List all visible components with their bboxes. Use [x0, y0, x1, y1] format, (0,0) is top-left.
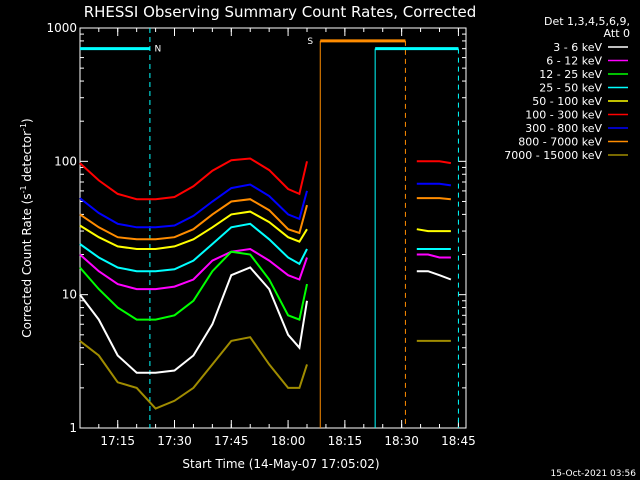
- legend-label: 100 - 300 keV: [525, 109, 602, 122]
- x-tick-label: 18:45: [441, 434, 476, 448]
- x-tick-label: 18:15: [328, 434, 363, 448]
- x-tick-label: 18:30: [384, 434, 419, 448]
- series-line: [79, 198, 308, 241]
- series-line: [79, 250, 308, 321]
- legend-header-att: Att 0: [604, 27, 630, 40]
- y-tick-label: 1000: [46, 21, 77, 35]
- series-line: [416, 228, 451, 233]
- series-line: [79, 157, 308, 201]
- x-tick-label: 18:00: [271, 434, 306, 448]
- x-tick-label: 17:45: [214, 434, 249, 448]
- legend-label: 7000 - 15000 keV: [504, 149, 602, 162]
- legend-header-det: Det 1,3,4,5,6,9,: [544, 15, 630, 28]
- series-line: [79, 247, 308, 291]
- x-axis-label: Start Time (14-May-07 17:05:02): [182, 457, 379, 471]
- chart-title: RHESSI Observing Summary Count Rates, Co…: [84, 3, 477, 21]
- x-tick-label: 17:15: [100, 434, 135, 448]
- series-line: [416, 270, 452, 281]
- series-line: [79, 183, 308, 229]
- y-tick-label: 100: [54, 154, 77, 168]
- y-tick-label: 1: [69, 421, 77, 435]
- series-line: [416, 197, 451, 201]
- y-tick-label: 10: [62, 288, 77, 302]
- series-line: [79, 266, 308, 374]
- legend-label: 300 - 800 keV: [525, 122, 602, 135]
- x-axis-ticks: 17:15 17:30 17:45 18:00 18:15 18:30 18:45: [98, 28, 476, 448]
- x-tick-label: 17:30: [157, 434, 192, 448]
- series-line: [416, 182, 452, 187]
- render-timestamp: 15-Oct-2021 03:56: [551, 469, 637, 479]
- y-axis-ticks: 1 10 100 1000: [46, 21, 466, 435]
- legend-label: 50 - 100 keV: [532, 95, 602, 108]
- legend-label: 6 - 12 keV: [546, 55, 602, 68]
- legend-label: 3 - 6 keV: [553, 41, 602, 54]
- legend-label: 12 - 25 keV: [539, 68, 602, 81]
- series-line: [79, 222, 308, 273]
- y-axis-label: Corrected Count Rate (s-1 detector-1): [19, 118, 34, 337]
- legend-label: 800 - 7000 keV: [518, 136, 602, 149]
- series-line: [416, 160, 452, 165]
- plot-frame: [79, 27, 467, 429]
- series-line: [416, 253, 451, 259]
- series-lines: [79, 157, 452, 410]
- legend-label: 25 - 50 keV: [539, 82, 602, 95]
- series-line: [79, 336, 308, 410]
- attenuator-annotations: NS: [80, 28, 459, 428]
- annotation-label: N: [155, 45, 162, 55]
- annotation-label: S: [307, 37, 313, 47]
- series-line: [79, 210, 308, 250]
